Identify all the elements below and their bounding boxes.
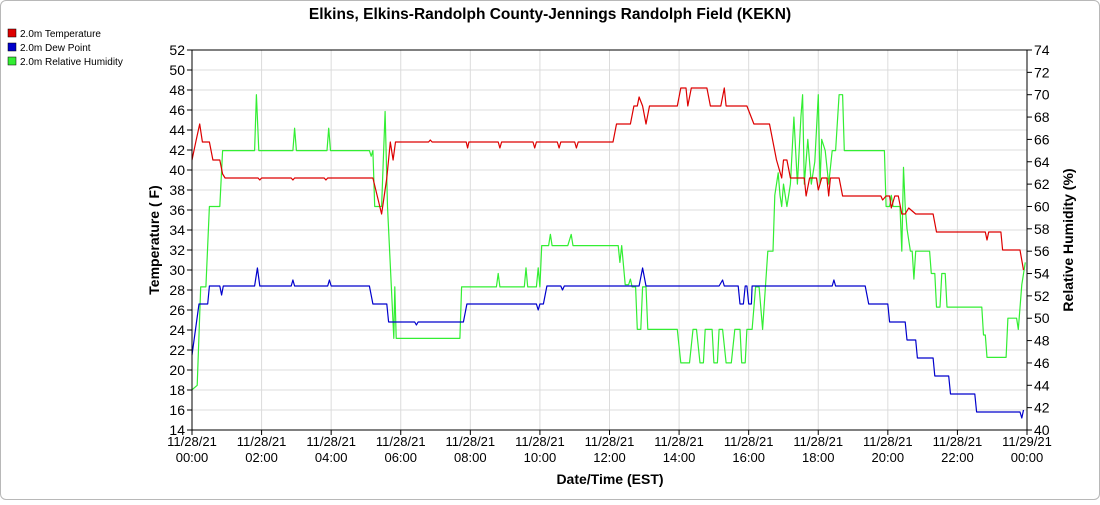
x-tick-date-label: 11/28/21	[306, 434, 356, 449]
left-tick-label: 22	[169, 342, 185, 358]
left-tick-label: 48	[169, 82, 185, 98]
left-tick-label: 16	[169, 402, 185, 418]
relative-humidity-line	[191, 94, 1026, 391]
legend-label-relative-humidity: 2.0m Relative Humidity	[20, 57, 123, 68]
left-tick-label: 40	[169, 162, 185, 178]
x-tick-time-label: 20:00	[872, 450, 905, 465]
left-tick-label: 20	[169, 362, 185, 378]
series-layer	[191, 87, 1026, 419]
x-tick-date-label: 11/29/21	[1002, 434, 1052, 449]
x-tick-date-label: 11/28/21	[863, 434, 913, 449]
legend-swatch-temperature	[7, 28, 17, 38]
left-tick-label: 34	[169, 222, 185, 238]
x-axis-ticks: 11/28/2100:0011/28/2102:0011/28/2104:001…	[167, 430, 1052, 465]
x-tick-time-label: 18:00	[802, 450, 835, 465]
x-tick-date-label: 11/28/21	[167, 434, 217, 449]
x-tick-time-label: 16:00	[732, 450, 765, 465]
x-tick-date-label: 11/28/21	[724, 434, 774, 449]
left-tick-label: 46	[169, 102, 185, 118]
x-tick-time-label: 10:00	[524, 450, 557, 465]
temperature-line	[191, 87, 1025, 271]
x-tick-time-label: 00:00	[176, 450, 209, 465]
x-tick-date-label: 11/28/21	[933, 434, 983, 449]
left-tick-label: 28	[169, 282, 185, 298]
right-tick-label: 58	[1034, 221, 1050, 237]
right-tick-label: 70	[1034, 87, 1050, 103]
x-tick-time-label: 14:00	[663, 450, 696, 465]
legend-item-relative-humidity: 2.0m Relative Humidity	[7, 56, 123, 68]
right-axis-ticks: 40 42 44 46 48 50 52 54 56 58 60 62 64 66 68 70 72 74	[1027, 42, 1050, 438]
left-tick-label: 52	[169, 42, 185, 58]
y-axis-label-right: Relative Humidity (%)	[1060, 168, 1076, 311]
x-tick-date-label: 11/28/21	[515, 434, 565, 449]
x-tick-time-label: 08:00	[454, 450, 487, 465]
right-tick-label: 46	[1034, 355, 1050, 371]
x-tick-time-label: 00:00	[1011, 450, 1044, 465]
right-tick-label: 50	[1034, 310, 1050, 326]
x-tick-time-label: 02:00	[245, 450, 278, 465]
right-tick-label: 44	[1034, 377, 1050, 393]
legend-swatch-relative-humidity	[7, 56, 17, 66]
left-tick-label: 14	[169, 422, 185, 438]
right-tick-label: 40	[1034, 422, 1050, 438]
legend-label-temperature: 2.0m Temperature	[20, 29, 101, 40]
x-tick-date-label: 11/28/21	[376, 434, 426, 449]
left-tick-label: 32	[169, 242, 185, 258]
legend-swatch-dew-point	[7, 42, 17, 52]
x-tick-time-label: 04:00	[315, 450, 348, 465]
left-tick-label: 50	[169, 62, 185, 78]
x-tick-date-label: 11/28/21	[793, 434, 843, 449]
right-tick-label: 48	[1034, 333, 1050, 349]
left-tick-label: 26	[169, 302, 185, 318]
x-axis-label: Date/Time (EST)	[556, 471, 663, 487]
legend: 2.0m Temperature 2.0m Dew Point 2.0m Rel…	[7, 28, 123, 68]
right-tick-label: 64	[1034, 154, 1050, 170]
dew-point-line	[191, 267, 1025, 419]
grid	[191, 49, 1028, 431]
left-tick-label: 42	[169, 142, 185, 158]
right-tick-label: 52	[1034, 288, 1050, 304]
legend-label-dew-point: 2.0m Dew Point	[20, 43, 91, 54]
x-tick-time-label: 22:00	[941, 450, 974, 465]
right-tick-label: 66	[1034, 131, 1050, 147]
legend-item-dew-point: 2.0m Dew Point	[7, 42, 91, 54]
left-axis-ticks: 14 16 18 20 22 24 26 28 30 32 34 36 38 40 42 44 46 48 50 52	[169, 42, 192, 438]
legend-item-temperature: 2.0m Temperature	[7, 28, 101, 40]
x-tick-date-label: 11/28/21	[237, 434, 287, 449]
left-tick-label: 30	[169, 262, 185, 278]
right-tick-label: 74	[1034, 42, 1050, 58]
left-tick-label: 18	[169, 382, 185, 398]
x-tick-date-label: 11/28/21	[585, 434, 635, 449]
left-tick-label: 44	[169, 122, 185, 138]
left-tick-label: 36	[169, 202, 185, 218]
x-tick-time-label: 06:00	[384, 450, 417, 465]
y-axis-label-left: Temperature ( F)	[146, 185, 162, 294]
x-tick-time-label: 12:00	[593, 450, 626, 465]
x-tick-date-label: 11/28/21	[446, 434, 496, 449]
right-tick-label: 60	[1034, 198, 1050, 214]
chart-title: Elkins, Elkins-Randolph County-Jennings …	[309, 6, 791, 23]
left-tick-label: 38	[169, 182, 185, 198]
left-tick-label: 24	[169, 322, 185, 338]
right-tick-label: 62	[1034, 176, 1050, 192]
right-tick-label: 54	[1034, 266, 1050, 282]
right-tick-label: 68	[1034, 109, 1050, 125]
x-tick-date-label: 11/28/21	[654, 434, 704, 449]
right-tick-label: 56	[1034, 243, 1050, 259]
right-tick-label: 42	[1034, 400, 1050, 416]
right-tick-label: 72	[1034, 64, 1050, 80]
